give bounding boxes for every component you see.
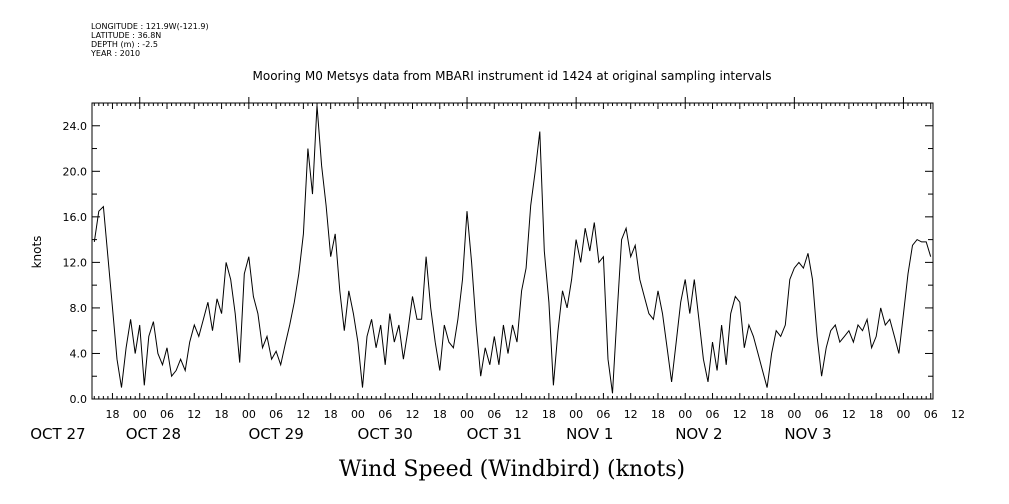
x-day-label: NOV 2 <box>675 425 722 443</box>
x-hour-tick-label: 00 <box>569 408 583 421</box>
x-hour-tick-label: 06 <box>269 408 283 421</box>
y-tick-label: 24.0 <box>63 120 88 133</box>
x-hour-tick-label: 00 <box>896 408 910 421</box>
x-hour-tick-label: 12 <box>842 408 856 421</box>
x-hour-tick-label: 12 <box>296 408 310 421</box>
y-tick-label: 8.0 <box>70 302 88 315</box>
y-axis-label: knots <box>30 236 44 269</box>
y-tick-label: 12.0 <box>63 256 88 269</box>
day-labels: OCT 27 OCT 28 OCT 29 OCT 30 OCT 31 NOV 1 NOV 2… <box>30 425 831 443</box>
x-hour-tick-label: 00 <box>351 408 365 421</box>
x-day-label: OCT 27 <box>30 425 85 443</box>
x-tick-labels: 18 00 06 12 18 00 06 12 18 00 06 12 18 00 06 12 18 00 06 12… <box>105 408 965 421</box>
header-metadata: LONGITUDE : 121.9W(-121.9) LATITUDE : 36… <box>91 22 209 58</box>
x-axis-label: Wind Speed (Windbird) (knots) <box>339 457 685 482</box>
x-hour-tick-label: 18 <box>105 408 119 421</box>
x-hour-tick-label: 00 <box>133 408 147 421</box>
x-hour-tick-label: 06 <box>706 408 720 421</box>
chart-title: Mooring M0 Metsys data from MBARI instru… <box>253 69 772 83</box>
latitude-text: LATITUDE : 36.8N <box>91 31 162 40</box>
x-hour-tick-label: 00 <box>678 408 692 421</box>
longitude-text: LONGITUDE : 121.9W(-121.9) <box>91 22 209 31</box>
x-hour-tick-label: 18 <box>433 408 447 421</box>
x-day-label: NOV 1 <box>566 425 613 443</box>
x-hour-tick-label: 12 <box>187 408 201 421</box>
x-hour-tick-label: 06 <box>160 408 174 421</box>
x-day-label: OCT 31 <box>467 425 522 443</box>
y-tick-labels: 0.0 4.0 8.0 12.0 16.0 20.0 24.0 <box>63 120 88 406</box>
plot-frame <box>91 102 934 400</box>
y-tick-label: 20.0 <box>63 165 88 178</box>
x-hour-tick-label: 18 <box>869 408 883 421</box>
x-hour-tick-label: 12 <box>624 408 638 421</box>
x-hour-tick-label: 12 <box>951 408 965 421</box>
axis-ticks <box>92 97 933 400</box>
x-hour-tick-label: 06 <box>378 408 392 421</box>
x-hour-tick-label: 18 <box>542 408 556 421</box>
x-hour-tick-label: 18 <box>651 408 665 421</box>
x-day-label: OCT 30 <box>358 425 413 443</box>
year-text: YEAR : 2010 <box>91 49 141 58</box>
wind-speed-series-line <box>93 105 932 394</box>
x-hour-tick-label: 18 <box>324 408 338 421</box>
x-hour-tick-label: 12 <box>515 408 529 421</box>
x-hour-tick-label: 00 <box>242 408 256 421</box>
x-day-label: OCT 28 <box>126 425 181 443</box>
y-tick-label: 4.0 <box>70 347 88 360</box>
y-tick-label: 16.0 <box>63 211 88 224</box>
x-hour-tick-label: 06 <box>596 408 610 421</box>
x-day-label: OCT 29 <box>248 425 303 443</box>
x-hour-tick-label: 12 <box>405 408 419 421</box>
y-tick-label: 0.0 <box>70 393 88 406</box>
x-hour-tick-label: 18 <box>215 408 229 421</box>
x-hour-tick-label: 06 <box>815 408 829 421</box>
x-hour-tick-label: 00 <box>460 408 474 421</box>
x-hour-tick-label: 06 <box>487 408 501 421</box>
x-day-label: NOV 3 <box>784 425 831 443</box>
depth-text: DEPTH (m) : -2.5 <box>91 40 158 49</box>
x-hour-tick-label: 12 <box>733 408 747 421</box>
x-hour-tick-label: 18 <box>760 408 774 421</box>
x-hour-tick-label: 00 <box>787 408 801 421</box>
x-hour-tick-label: 06 <box>924 408 938 421</box>
